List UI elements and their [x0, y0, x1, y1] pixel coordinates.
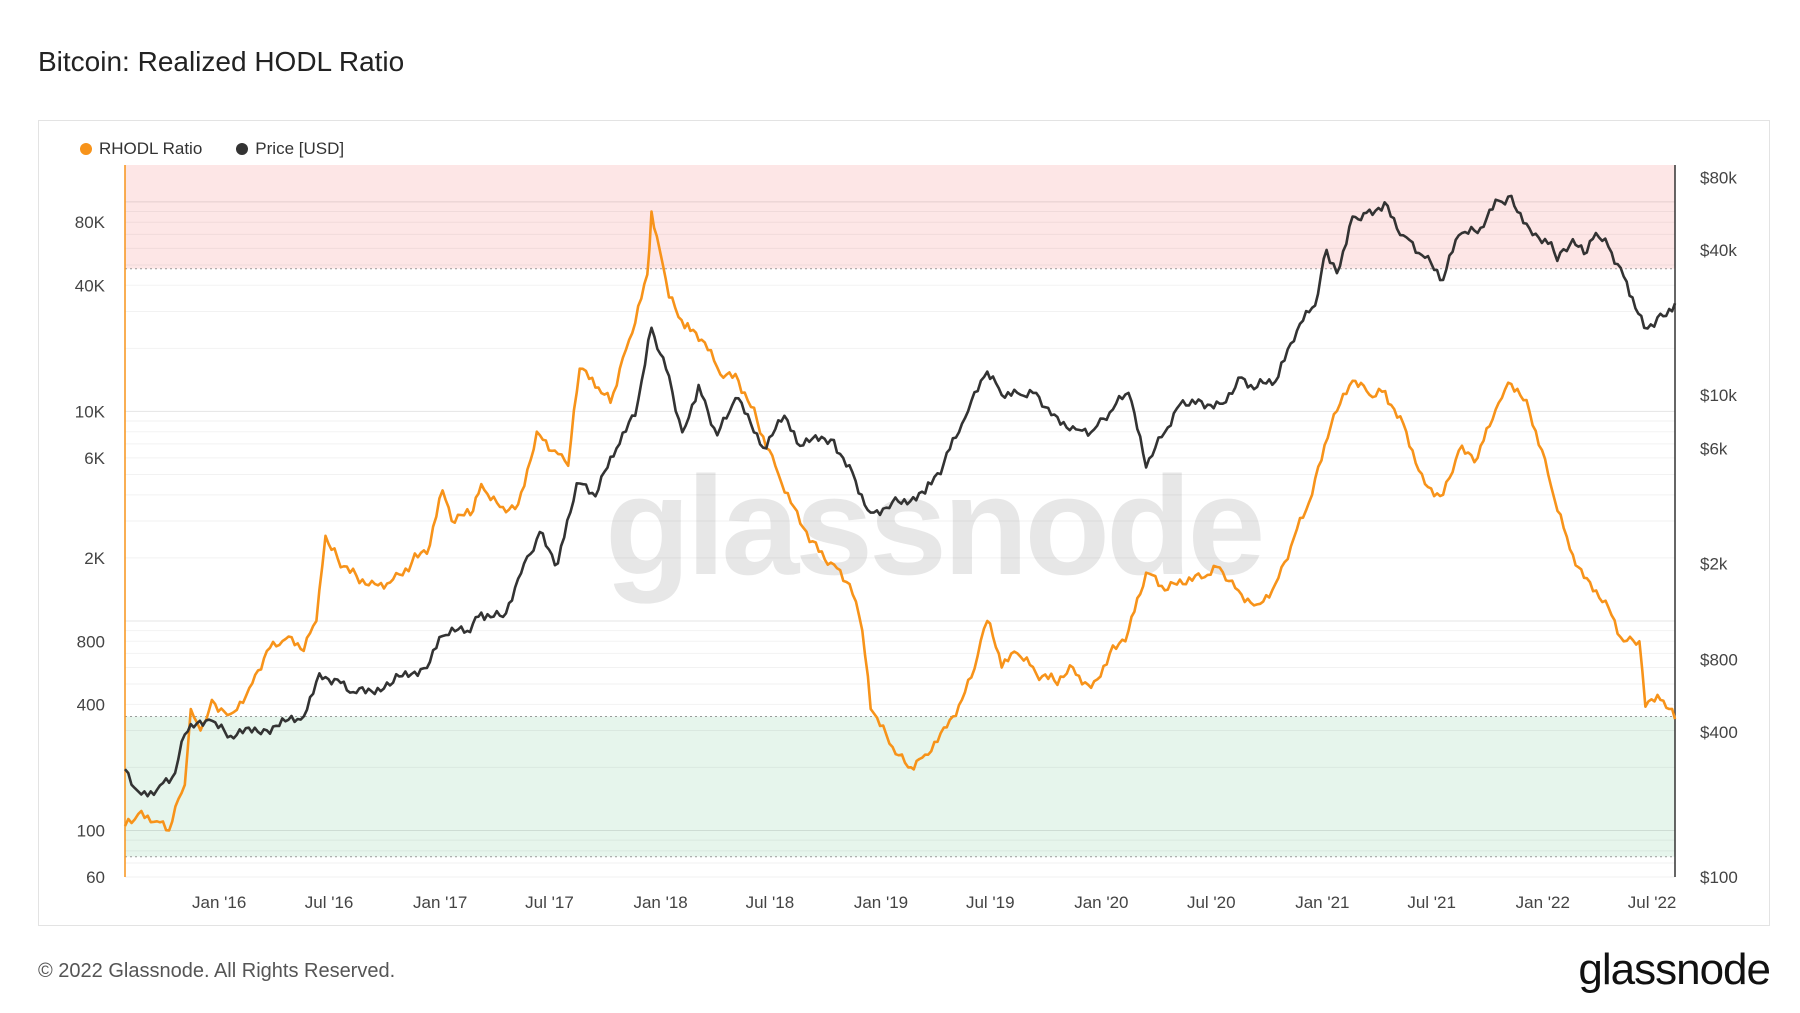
x-tick-label: Jul '21: [1407, 893, 1456, 912]
x-tick-label: Jan '20: [1074, 893, 1128, 912]
legend-item-rhodl[interactable]: RHODL Ratio: [80, 139, 202, 159]
x-tick-label: Jul '17: [525, 893, 574, 912]
right-tick-label: $100: [1700, 868, 1738, 887]
right-tick-label: $800: [1700, 650, 1738, 669]
left-tick-label: 6K: [84, 449, 105, 468]
right-tick-label: $40k: [1700, 241, 1737, 260]
x-tick-label: Jul '16: [305, 893, 354, 912]
x-tick-label: Jul '22: [1628, 893, 1677, 912]
series-line-rhodl-ratio: [123, 210, 1677, 832]
left-tick-label: 400: [77, 695, 105, 714]
right-tick-label: $10k: [1700, 386, 1737, 405]
legend-item-price[interactable]: Price [USD]: [236, 139, 344, 159]
x-tick-label: Jul '19: [966, 893, 1015, 912]
x-tick-label: Jan '19: [854, 893, 908, 912]
copyright-footer: © 2022 Glassnode. All Rights Reserved.: [38, 960, 396, 982]
brand-logo[interactable]: glassnode: [1578, 945, 1771, 994]
x-tick-label: Jan '21: [1295, 893, 1349, 912]
left-tick-label: 10K: [75, 402, 106, 421]
x-tick-label: Jan '22: [1516, 893, 1570, 912]
chart-grid: [125, 201, 1675, 878]
legend-dot-rhodl: [80, 143, 92, 155]
left-tick-label: 800: [77, 632, 105, 651]
band-bottom: [125, 716, 1675, 857]
left-tick-label: 2K: [84, 549, 105, 568]
left-tick-label: 80K: [75, 213, 106, 232]
right-tick-label: $2k: [1700, 554, 1728, 573]
legend-label-price: Price [USD]: [255, 139, 345, 158]
right-tick-label: $80k: [1700, 168, 1737, 187]
chart-lines: [123, 194, 1677, 832]
right-tick-label: $6k: [1700, 439, 1728, 458]
legend-dot-price: [236, 143, 249, 155]
legend-label-rhodl: RHODL Ratio: [99, 139, 203, 158]
legend: RHODL Ratio Price [USD]: [80, 139, 344, 159]
chart-title: Bitcoin: Realized HODL Ratio: [38, 46, 405, 77]
left-tick-label: 100: [77, 822, 105, 841]
right-tick-label: $400: [1700, 723, 1738, 742]
left-tick-label: 60: [86, 868, 105, 887]
x-tick-label: Jan '16: [192, 893, 246, 912]
x-tick-label: Jan '17: [413, 893, 467, 912]
left-tick-label: 40K: [75, 276, 106, 295]
chart-axes: 80K 40K 10K 6K 2K 800 400 100 60 $80k $40k $10k $6k $…: [75, 165, 1738, 912]
x-tick-label: Jul '20: [1187, 893, 1236, 912]
x-tick-label: Jul '18: [746, 893, 795, 912]
band-top: [125, 165, 1675, 269]
x-tick-label: Jan '18: [633, 893, 687, 912]
chart-bands: [125, 165, 1675, 858]
series-line-price-usd: [124, 194, 1677, 798]
